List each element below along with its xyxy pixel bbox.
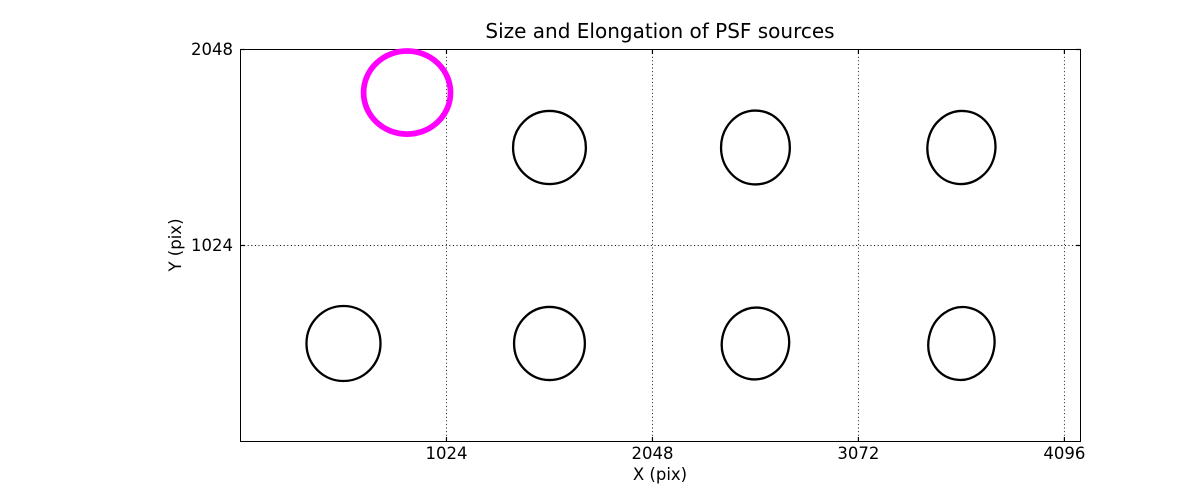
x-tick-label: 2048	[631, 444, 674, 463]
x-tick-label: 3072	[837, 444, 880, 463]
psf-source-ellipse	[926, 109, 997, 186]
x-axis-label: X (pix)	[632, 465, 688, 484]
psf-source-ellipse	[719, 109, 791, 186]
y-tick-label: 1024	[191, 235, 233, 255]
psf-source-ellipse	[305, 304, 382, 383]
chart-title: Size and Elongation of PSF sources	[485, 19, 835, 43]
y-axis-label: Y (pix)	[166, 218, 185, 272]
psf-source-ellipse	[512, 305, 587, 382]
psf-source-ellipse	[720, 306, 791, 381]
psf-source-ellipse	[511, 109, 588, 186]
psf-outlier-ellipse	[360, 48, 454, 137]
y-tick-label: 2048	[191, 39, 233, 59]
x-tick-label: 4096	[1043, 444, 1086, 463]
psf-source-ellipse	[927, 305, 996, 382]
x-tick-label: 1024	[425, 444, 468, 463]
